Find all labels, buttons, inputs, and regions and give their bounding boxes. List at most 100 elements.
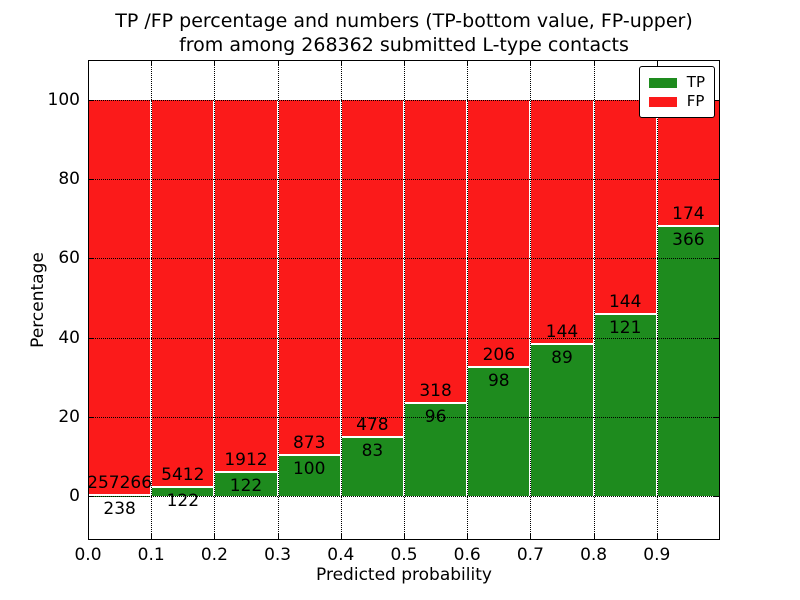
y-tick-mark-right — [714, 496, 719, 498]
x-tick-label: 0.6 — [453, 545, 481, 565]
vertical-gridline — [593, 60, 595, 540]
tp-count-label: 121 — [608, 318, 642, 339]
y-tick-mark-right — [714, 417, 719, 419]
x-tick-label: 0.7 — [516, 545, 544, 565]
x-tick-mark — [467, 534, 469, 539]
plot-area: 257266 238 5412 122 1912 122 873 100 478 83 318 96 2… — [87, 60, 720, 540]
fp-count-label: 144 — [545, 321, 579, 342]
legend-entry-fp: FP — [648, 92, 705, 111]
tp-count-label: 238 — [103, 499, 136, 519]
y-tick-label: 0 — [69, 486, 80, 507]
fp-count-label: 144 — [608, 292, 642, 313]
x-tick-mark — [593, 534, 595, 539]
y-tick-label: 60 — [58, 248, 80, 269]
bar-tp-segment — [531, 344, 593, 497]
x-tick-mark — [214, 534, 216, 539]
x-tick-mark — [88, 534, 89, 539]
vertical-gridline — [530, 60, 532, 540]
y-tick-mark-right — [714, 258, 719, 260]
x-tick-label: 0.1 — [137, 545, 165, 565]
y-tick-mark — [89, 417, 94, 419]
x-tick-mark-top — [88, 61, 89, 66]
bar-tp-segment — [152, 487, 214, 497]
x-tick-label: 0.0 — [74, 545, 102, 565]
bar-fp-segment — [468, 99, 530, 369]
x-tick-mark-top — [277, 61, 279, 66]
x-tick-mark — [656, 534, 658, 539]
bar-fp-segment — [215, 99, 277, 473]
y-tick-mark — [89, 496, 94, 498]
fp-count-label: 1912 — [224, 449, 268, 470]
tp-count-label: 100 — [292, 458, 326, 479]
x-tick-mark-top — [151, 61, 153, 66]
chart-title-line-1: TP /FP percentage and numbers (TP-bottom… — [115, 10, 693, 32]
bar-fp-segment — [89, 99, 151, 496]
x-tick-label: 0.3 — [264, 545, 292, 565]
tp-count-label: 96 — [424, 407, 447, 428]
x-tick-mark-top — [214, 61, 216, 66]
y-tick-mark — [89, 258, 94, 260]
y-tick-mark-right — [714, 337, 719, 339]
y-tick-label: 20 — [58, 407, 80, 428]
fp-count-label: 5412 — [161, 464, 205, 485]
legend-swatch-tp — [648, 77, 677, 88]
x-tick-label: 0.4 — [327, 545, 355, 565]
bar-fp-segment — [594, 99, 656, 316]
x-tick-mark-top — [656, 61, 658, 66]
y-tick-mark-right — [714, 179, 719, 180]
y-tick-mark-right — [714, 99, 719, 101]
bar-fp-segment — [657, 99, 719, 228]
bar-fp-segment — [152, 99, 214, 488]
chart-title: TP /FP percentage and numbers (TP-bottom… — [88, 9, 720, 57]
x-axis-label: Predicted probability — [316, 565, 492, 585]
x-tick-label: 0.9 — [643, 545, 671, 565]
x-tick-mark-top — [530, 61, 532, 66]
bar-fp-segment — [278, 99, 340, 456]
bar-tp-segment — [594, 315, 656, 497]
bar-fp-segment — [341, 99, 403, 438]
fp-count-label: 174 — [672, 204, 705, 225]
bar-fp-segment — [531, 99, 593, 345]
y-tick-mark — [89, 179, 94, 180]
bar-tp-segment — [657, 227, 719, 497]
tp-count-label: 83 — [361, 440, 384, 461]
y-tick-mark — [89, 99, 94, 101]
vertical-gridline — [404, 60, 405, 540]
fp-count-label: 478 — [356, 414, 389, 435]
x-tick-mark — [530, 534, 532, 539]
bar-tp-segment — [278, 455, 340, 497]
vertical-gridline — [214, 60, 216, 540]
x-tick-mark — [277, 534, 279, 539]
x-tick-mark-top — [404, 61, 405, 66]
y-tick-label: 40 — [58, 327, 80, 348]
tp-count-label: 122 — [166, 490, 200, 511]
bar-tp-segment — [215, 472, 277, 497]
bar-tp-segment — [468, 368, 530, 497]
vertical-gridline — [277, 60, 279, 540]
bar-tp-segment — [341, 437, 403, 497]
fp-count-label: 257266 — [87, 473, 153, 493]
vertical-gridline — [340, 60, 342, 540]
bar-tp-segment — [405, 404, 467, 497]
x-tick-mark — [404, 534, 405, 539]
x-tick-mark — [340, 534, 342, 539]
bar-fp-segment — [405, 99, 467, 405]
x-tick-mark-top — [593, 61, 595, 66]
x-tick-mark — [151, 534, 153, 539]
x-tick-mark-top — [340, 61, 342, 66]
y-tick-label: 80 — [58, 169, 80, 189]
y-tick-label: 100 — [47, 89, 80, 110]
fp-count-label: 318 — [419, 381, 452, 402]
legend-entry-tp: TP — [648, 73, 705, 92]
vertical-gridline — [151, 60, 153, 540]
tp-count-label: 98 — [487, 371, 510, 392]
x-tick-label: 0.8 — [580, 545, 608, 565]
x-tick-label: 0.2 — [200, 545, 228, 565]
legend-label: TP — [686, 73, 705, 91]
legend-label: FP — [686, 92, 705, 110]
fp-count-label: 873 — [292, 432, 326, 453]
vertical-gridline — [467, 60, 469, 540]
legend-swatch-fp — [648, 96, 677, 107]
tp-count-label: 122 — [229, 475, 263, 496]
